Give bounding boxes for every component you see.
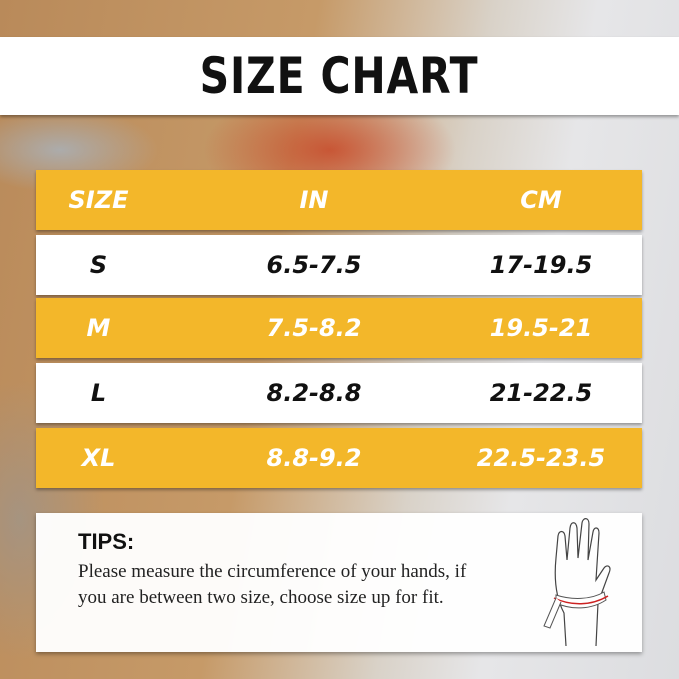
title-banner: SIZE CHART — [0, 37, 679, 115]
table-header: SIZE IN CM — [36, 170, 642, 230]
cell-in: 7.5-8.2 — [266, 314, 362, 342]
cell-size: L — [90, 379, 107, 407]
cell-in: 6.5-7.5 — [266, 251, 362, 279]
header-cm: CM — [520, 186, 562, 214]
header-size: SIZE — [68, 186, 129, 214]
cell-cm: 22.5-23.5 — [476, 444, 606, 472]
table-row: L 8.2-8.8 21-22.5 — [36, 363, 642, 423]
cell-cm: 19.5-21 — [489, 314, 593, 342]
cell-size: XL — [81, 444, 116, 472]
header-in: IN — [299, 186, 329, 214]
table-row: S 6.5-7.5 17-19.5 — [36, 235, 642, 295]
cell-size: M — [86, 314, 111, 342]
tips-heading: TIPS: — [78, 529, 135, 554]
table-row: XL 8.8-9.2 22.5-23.5 — [36, 428, 642, 488]
hand-measuring-tape-icon — [543, 518, 611, 647]
cell-cm: 17-19.5 — [489, 251, 593, 279]
cell-in: 8.2-8.8 — [266, 379, 362, 407]
cell-cm: 21-22.5 — [489, 379, 593, 407]
cell-in: 8.8-9.2 — [266, 444, 362, 472]
page-title: SIZE CHART — [200, 47, 479, 105]
cell-size: S — [89, 251, 108, 279]
tips-box: TIPS: Please measure the circumference o… — [36, 513, 642, 652]
table-row: M 7.5-8.2 19.5-21 — [36, 298, 642, 358]
tips-text: Please measure the circumference of your… — [78, 561, 467, 608]
